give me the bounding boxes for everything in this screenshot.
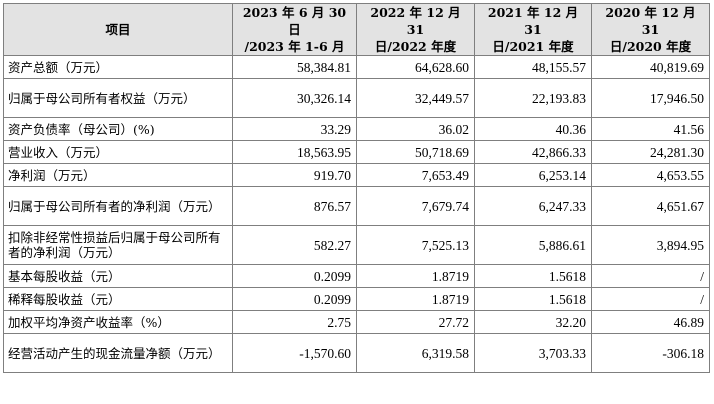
cell-value: 3,703.33 (474, 333, 592, 373)
cell-value: 1.8719 (356, 287, 475, 311)
cell-value: / (591, 264, 710, 288)
cell-value: 27.72 (356, 310, 475, 334)
cell-value: 1.5618 (474, 287, 592, 311)
cell-value: 22,193.83 (474, 78, 592, 118)
table-header-row: 项目 2023 年 6 月 30 日/2023 年 1-6 月 2022 年 1… (3, 3, 710, 56)
cell-value: 5,886.61 (474, 225, 592, 265)
row-label: 基本每股收益（元） (3, 264, 233, 288)
cell-value: 42,866.33 (474, 140, 592, 164)
table-row: 营业收入（万元） 18,563.95 50,718.69 42,866.33 2… (3, 140, 710, 164)
row-label: 经营活动产生的现金流量净额（万元） (3, 333, 233, 373)
cell-value: 40.36 (474, 117, 592, 141)
cell-value: 17,946.50 (591, 78, 710, 118)
cell-value: 36.02 (356, 117, 475, 141)
cell-value: 64,628.60 (356, 55, 475, 79)
cell-value: 46.89 (591, 310, 710, 334)
cell-value: 4,651.67 (591, 186, 710, 226)
table-row: 基本每股收益（元） 0.2099 1.8719 1.5618 / (3, 264, 710, 288)
cell-value: 2.75 (232, 310, 357, 334)
table-row: 资产总额（万元） 58,384.81 64,628.60 48,155.57 4… (3, 55, 710, 79)
cell-value: 6,247.33 (474, 186, 592, 226)
table-row: 资产负债率（母公司）(%) 33.29 36.02 40.36 41.56 (3, 117, 710, 141)
table-row: 净利润（万元） 919.70 7,653.49 6,253.14 4,653.5… (3, 163, 710, 187)
table-row: 扣除非经常性损益后归属于母公司所有者的净利润（万元） 582.27 7,525.… (3, 225, 710, 265)
cell-value: / (591, 287, 710, 311)
cell-value: 41.56 (591, 117, 710, 141)
cell-value: 33.29 (232, 117, 357, 141)
row-label: 稀释每股收益（元） (3, 287, 233, 311)
cell-value: -306.18 (591, 333, 710, 373)
cell-value: 7,653.49 (356, 163, 475, 187)
table-row: 归属于母公司所有者的净利润（万元） 876.57 7,679.74 6,247.… (3, 186, 710, 226)
cell-value: 0.2099 (232, 287, 357, 311)
cell-value: 30,326.14 (232, 78, 357, 118)
cell-value: 1.8719 (356, 264, 475, 288)
row-label: 扣除非经常性损益后归属于母公司所有者的净利润（万元） (3, 225, 233, 265)
header-item: 项目 (3, 3, 233, 56)
cell-value: 582.27 (232, 225, 357, 265)
table-row: 经营活动产生的现金流量净额（万元） -1,570.60 6,319.58 3,7… (3, 333, 710, 373)
cell-value: 876.57 (232, 186, 357, 226)
cell-value: 7,679.74 (356, 186, 475, 226)
header-col-2022: 2022 年 12 月 31 日/2022 年度 (356, 3, 475, 56)
cell-value: 58,384.81 (232, 55, 357, 79)
header-col-2021: 2021 年 12 月 31 日/2021 年度 (474, 3, 592, 56)
table-row: 归属于母公司所有者权益（万元） 30,326.14 32,449.57 22,1… (3, 78, 710, 118)
row-label: 资产总额（万元） (3, 55, 233, 79)
financial-table-container: 项目 2023 年 6 月 30 日/2023 年 1-6 月 2022 年 1… (3, 3, 710, 373)
cell-value: 48,155.57 (474, 55, 592, 79)
cell-value: 40,819.69 (591, 55, 710, 79)
table-row: 加权平均净资产收益率（%） 2.75 27.72 32.20 46.89 (3, 310, 710, 334)
cell-value: 7,525.13 (356, 225, 475, 265)
cell-value: 6,319.58 (356, 333, 475, 373)
cell-value: 24,281.30 (591, 140, 710, 164)
row-label: 营业收入（万元） (3, 140, 233, 164)
row-label: 归属于母公司所有者的净利润（万元） (3, 186, 233, 226)
cell-value: 0.2099 (232, 264, 357, 288)
cell-value: 32.20 (474, 310, 592, 334)
cell-value: 50,718.69 (356, 140, 475, 164)
header-col-2020: 2020 年 12 月 31 日/2020 年度 (591, 3, 710, 56)
cell-value: 18,563.95 (232, 140, 357, 164)
cell-value: 1.5618 (474, 264, 592, 288)
cell-value: 4,653.55 (591, 163, 710, 187)
financial-data-table: 项目 2023 年 6 月 30 日/2023 年 1-6 月 2022 年 1… (3, 3, 710, 373)
cell-value: 3,894.95 (591, 225, 710, 265)
header-col-2023h1: 2023 年 6 月 30 日/2023 年 1-6 月 (232, 3, 357, 56)
row-label: 资产负债率（母公司）(%) (3, 117, 233, 141)
row-label: 归属于母公司所有者权益（万元） (3, 78, 233, 118)
cell-value: 32,449.57 (356, 78, 475, 118)
cell-value: 6,253.14 (474, 163, 592, 187)
row-label: 净利润（万元） (3, 163, 233, 187)
cell-value: 919.70 (232, 163, 357, 187)
table-row: 稀释每股收益（元） 0.2099 1.8719 1.5618 / (3, 287, 710, 311)
row-label: 加权平均净资产收益率（%） (3, 310, 233, 334)
cell-value: -1,570.60 (232, 333, 357, 373)
